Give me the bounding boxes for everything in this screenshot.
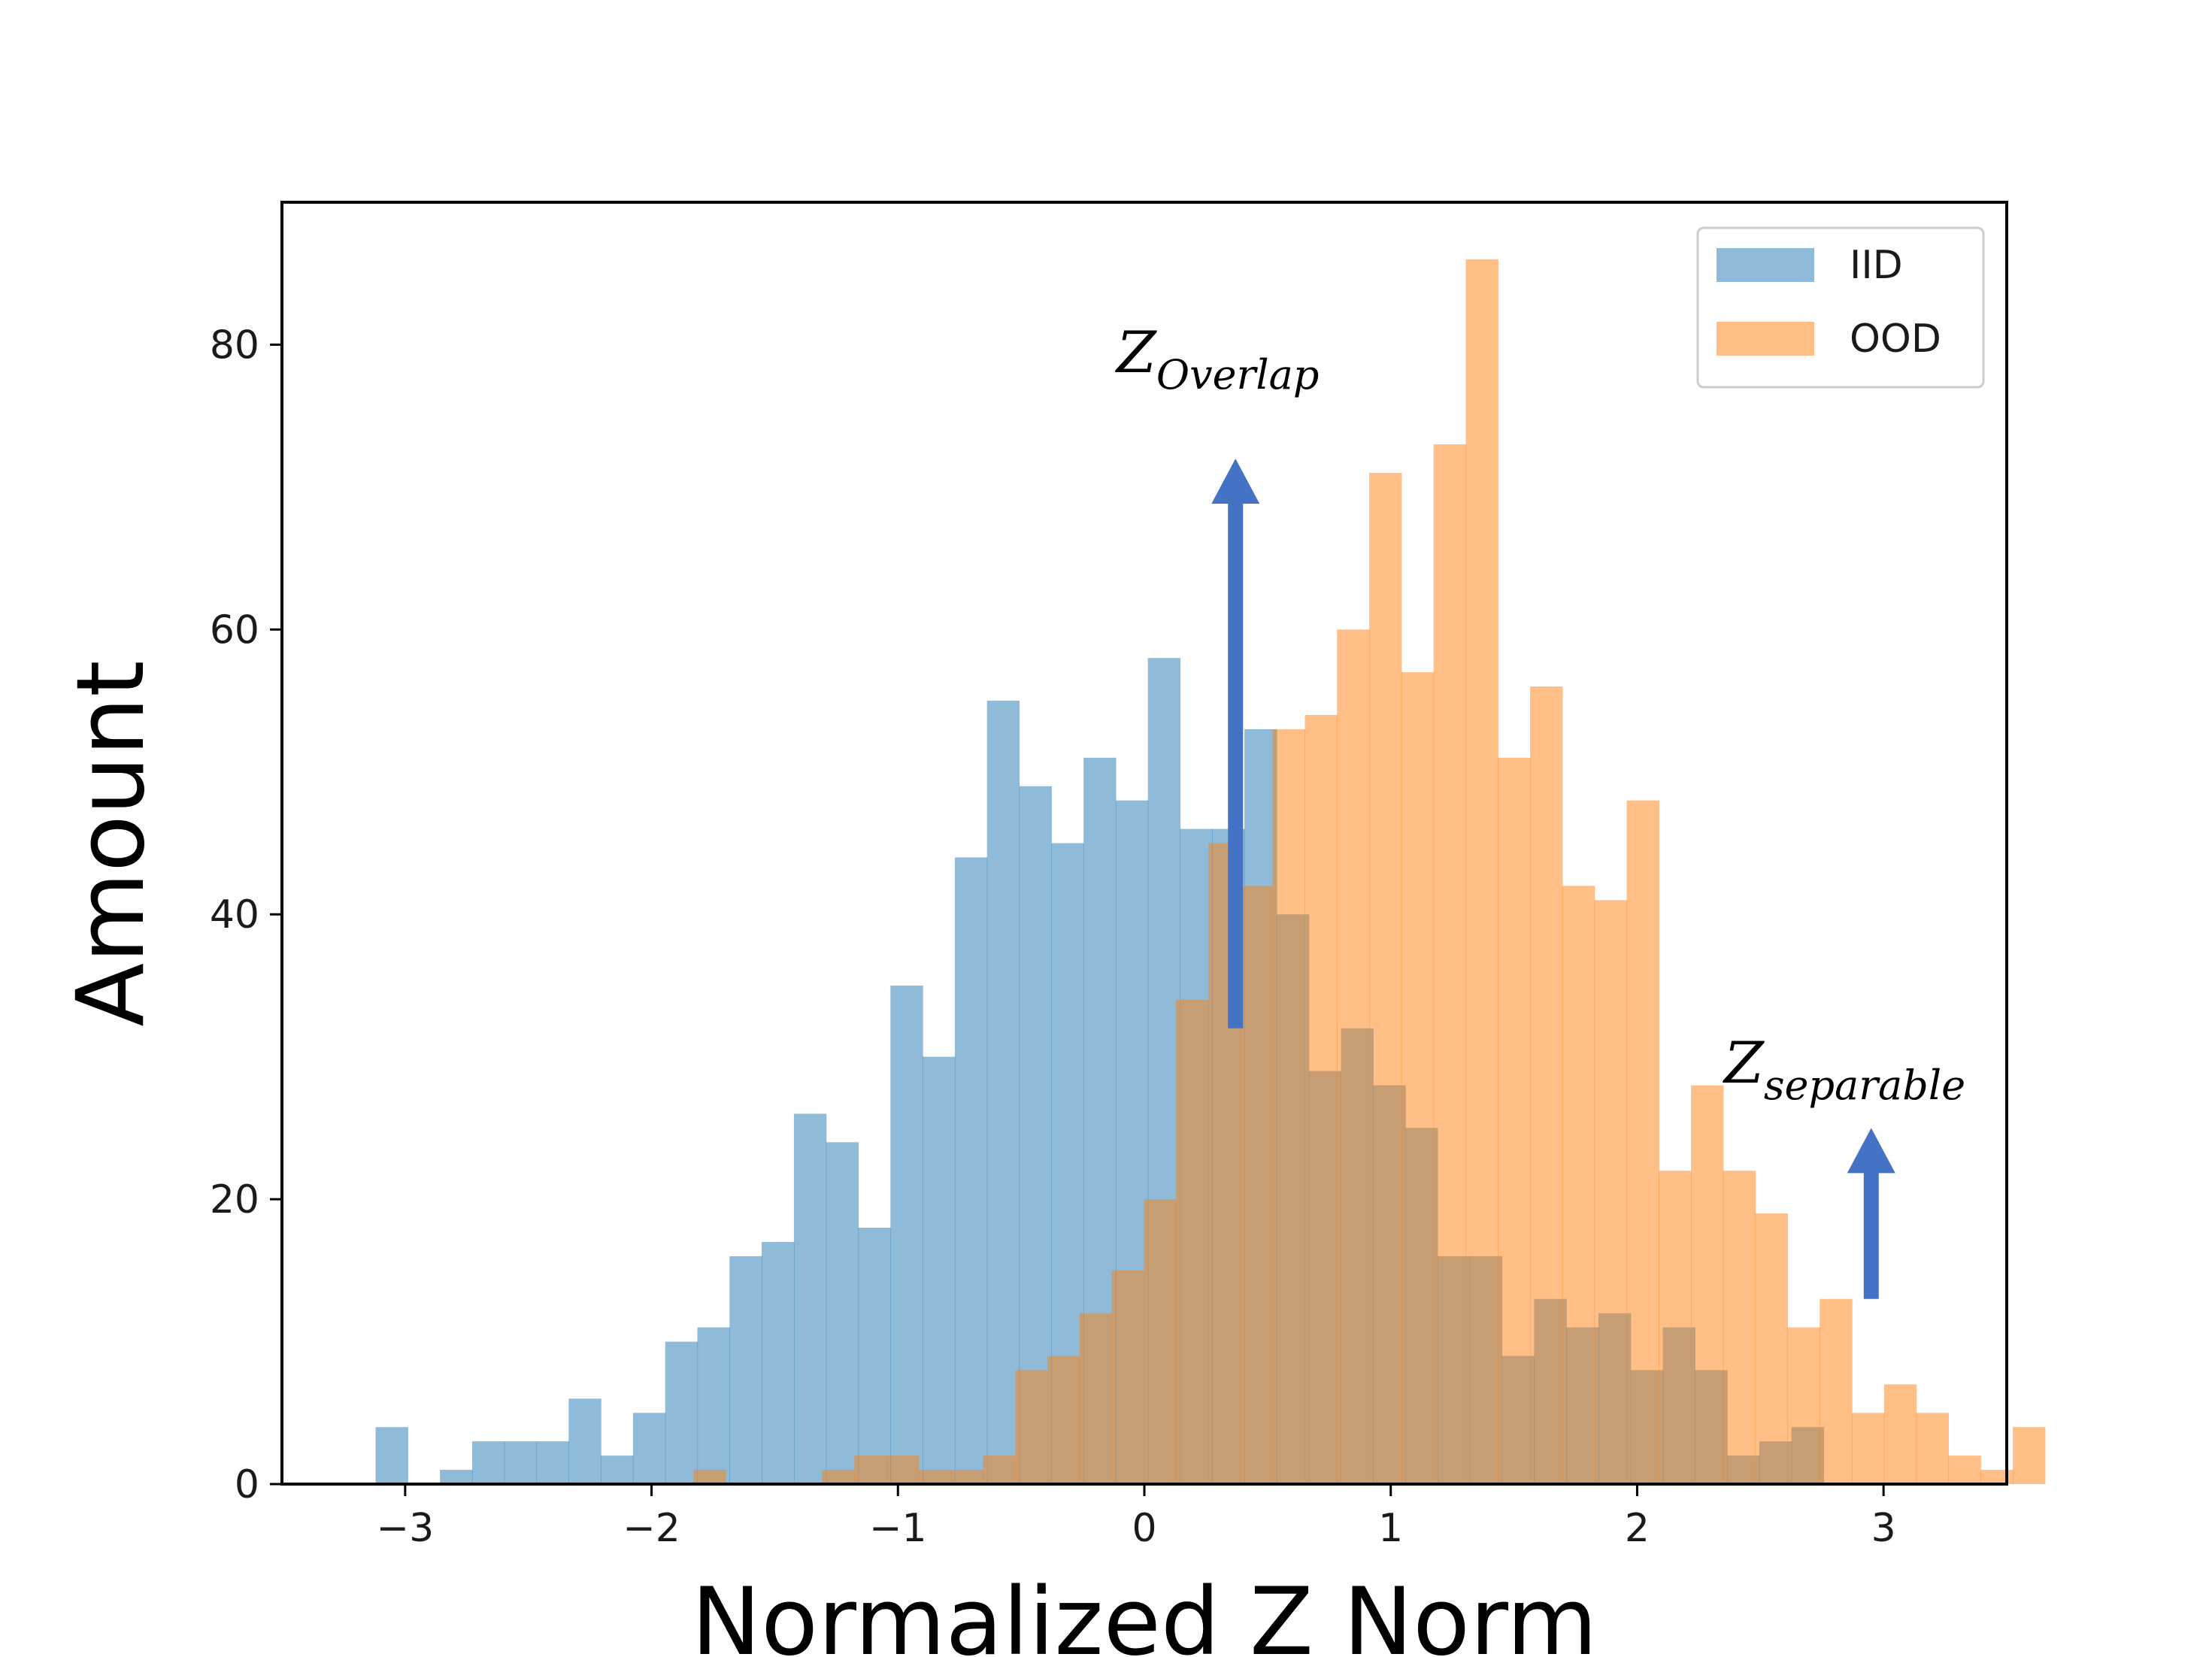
- legend: IID OOD: [1696, 226, 1985, 389]
- bar-ood-30: [1659, 1171, 1692, 1484]
- x-tick-label: −3: [377, 1506, 435, 1551]
- x-tick-label: 0: [1132, 1506, 1156, 1551]
- y-tick-label: 20: [210, 1177, 259, 1222]
- bar-iid-10: [697, 1327, 730, 1484]
- bar-iid-9: [665, 1341, 698, 1484]
- bar-ood-17: [1240, 886, 1274, 1484]
- bar-ood-21: [1369, 472, 1402, 1484]
- x-axis: −3 −2 −1 0 1 2 3: [377, 1484, 1896, 1551]
- bar-iid-0: [375, 1427, 408, 1484]
- bar-ood-33: [1755, 1213, 1789, 1484]
- bar-ood-0: [693, 1470, 726, 1484]
- bar-ood-5: [854, 1456, 887, 1484]
- bar-ood-29: [1626, 800, 1659, 1484]
- x-tick-label: 1: [1378, 1506, 1403, 1551]
- ood-bars: [693, 259, 2046, 1485]
- y-tick-label: 60: [210, 607, 259, 653]
- x-axis-title: Normalized Z Norm: [691, 1568, 1597, 1657]
- y-tick-label: 40: [210, 892, 259, 938]
- bar-iid-4: [504, 1441, 538, 1484]
- y-axis: 0 20 40 60 80: [210, 323, 282, 1507]
- bar-ood-34: [1787, 1327, 1820, 1484]
- bar-ood-20: [1337, 629, 1370, 1485]
- bar-ood-28: [1594, 900, 1628, 1484]
- annotation-separable-sub: separable: [1764, 1062, 1965, 1109]
- x-tick-label: 3: [1871, 1506, 1896, 1551]
- bar-ood-37: [1883, 1384, 1917, 1484]
- y-tick-label: 0: [235, 1462, 259, 1507]
- bar-iid-12: [762, 1241, 795, 1484]
- bar-ood-26: [1530, 686, 1563, 1484]
- bar-ood-39: [1948, 1456, 1981, 1484]
- annotation-overlap-sub: Overlap: [1156, 351, 1320, 398]
- bar-ood-9: [983, 1456, 1016, 1484]
- bar-ood-11: [1047, 1356, 1080, 1484]
- bar-ood-15: [1176, 999, 1209, 1484]
- bar-ood-13: [1111, 1270, 1145, 1484]
- bar-ood-27: [1562, 886, 1595, 1484]
- bar-ood-12: [1079, 1313, 1113, 1484]
- annotation-overlap-main: Z: [1115, 319, 1157, 386]
- bar-iid-15: [858, 1228, 891, 1484]
- annotation-overlap: ZOverlap: [1115, 319, 1319, 1028]
- bar-iid-2: [440, 1470, 473, 1484]
- annotation-separable-main: Z: [1723, 1029, 1765, 1096]
- bar-ood-41: [2013, 1427, 2046, 1484]
- bar-ood-8: [950, 1470, 984, 1484]
- y-axis-title: Amount: [57, 660, 165, 1026]
- bar-iid-6: [568, 1398, 601, 1484]
- bar-ood-32: [1723, 1171, 1756, 1484]
- y-tick-label: 80: [210, 323, 259, 368]
- bar-ood-35: [1820, 1298, 1853, 1484]
- x-tick-label: 2: [1625, 1506, 1650, 1551]
- legend-swatch-iid: [1717, 248, 1814, 282]
- arrow-separable-head: [1847, 1128, 1895, 1174]
- legend-label-ood: OOD: [1850, 317, 1941, 362]
- bar-ood-38: [1916, 1413, 1950, 1484]
- annotation-separable: Zseparable: [1723, 1029, 1965, 1299]
- bar-ood-24: [1465, 259, 1498, 1484]
- bar-ood-10: [1015, 1370, 1048, 1484]
- bar-iid-14: [826, 1142, 859, 1484]
- x-tick-label: −1: [869, 1506, 927, 1551]
- bar-iid-7: [601, 1456, 634, 1484]
- bar-ood-25: [1498, 757, 1531, 1484]
- bar-ood-40: [1980, 1470, 2014, 1484]
- bar-ood-19: [1304, 715, 1338, 1484]
- bar-ood-18: [1272, 729, 1306, 1484]
- svg-text:Zseparable: Zseparable: [1723, 1029, 1965, 1109]
- bar-ood-23: [1433, 444, 1467, 1484]
- bar-ood-7: [918, 1470, 952, 1484]
- bar-iid-11: [729, 1256, 762, 1484]
- bar-iid-20: [1019, 786, 1052, 1484]
- bar-iid-3: [471, 1441, 505, 1484]
- legend-swatch-ood: [1717, 322, 1814, 356]
- bar-iid-19: [986, 701, 1020, 1484]
- bar-iid-5: [536, 1441, 569, 1484]
- bar-iid-18: [954, 857, 988, 1484]
- bar-ood-14: [1144, 1199, 1177, 1484]
- legend-label-iid: IID: [1850, 243, 1903, 288]
- svg-text:ZOverlap: ZOverlap: [1115, 319, 1319, 398]
- bar-ood-22: [1401, 672, 1435, 1484]
- bar-ood-36: [1852, 1413, 1885, 1484]
- bar-iid-16: [890, 985, 923, 1484]
- arrow-overlap-head: [1211, 459, 1260, 504]
- bar-ood-4: [822, 1470, 855, 1484]
- bar-ood-6: [886, 1456, 920, 1484]
- bar-ood-31: [1691, 1085, 1724, 1484]
- bar-iid-8: [632, 1413, 666, 1484]
- bar-iid-13: [793, 1113, 827, 1484]
- x-tick-label: −2: [623, 1506, 680, 1551]
- bar-iid-17: [923, 1056, 956, 1484]
